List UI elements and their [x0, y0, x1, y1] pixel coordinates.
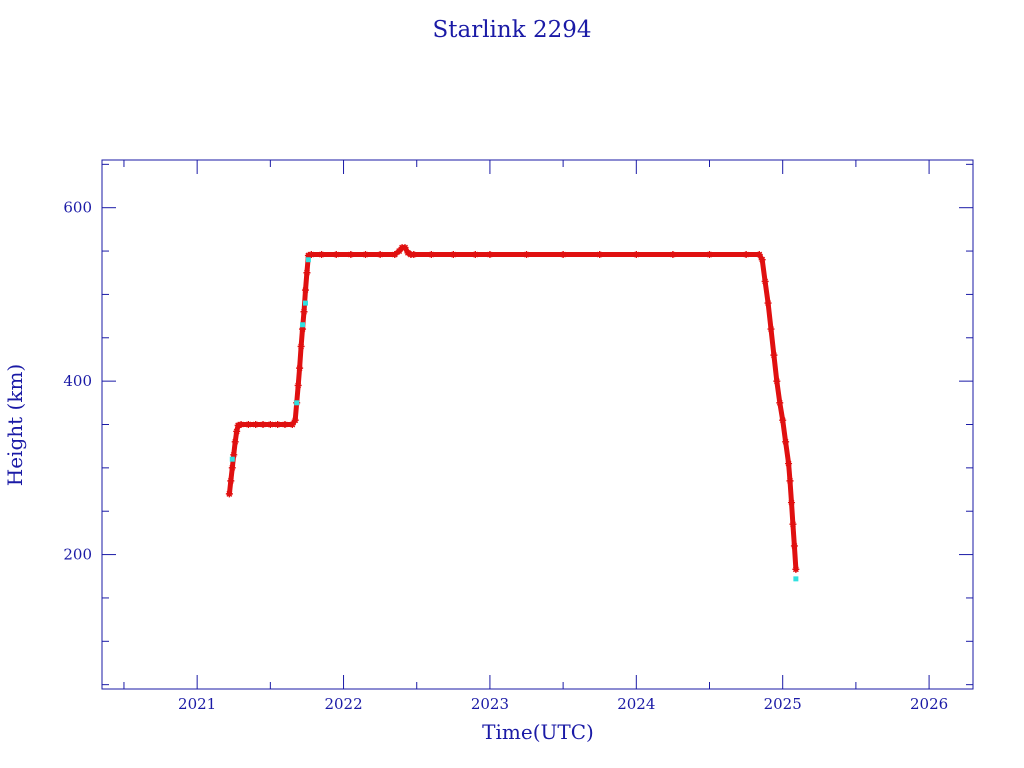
- data-point: [300, 308, 308, 316]
- data-point: [294, 400, 300, 406]
- plot-area: [225, 244, 800, 582]
- data-point: [288, 421, 296, 428]
- data-point: [786, 477, 794, 485]
- data-point: [782, 438, 790, 446]
- data-point: [332, 251, 340, 259]
- data-point: [237, 421, 245, 428]
- data-point: [471, 251, 479, 259]
- data-point: [559, 251, 567, 259]
- data-point: [776, 399, 784, 407]
- chart-title: Starlink 2294: [432, 17, 591, 43]
- data-point: [291, 416, 299, 424]
- y-axis: 200 400 600: [63, 163, 973, 686]
- data-point: [296, 364, 304, 372]
- data-point: [523, 251, 531, 259]
- data-point: [401, 244, 409, 252]
- data-point: [305, 257, 311, 263]
- y-axis-label: Height (km): [3, 364, 27, 486]
- x-tick-label: 2026: [910, 695, 948, 713]
- data-point: [779, 416, 787, 424]
- data-point: [767, 325, 775, 333]
- data-point: [758, 256, 766, 264]
- x-tick-label: 2023: [471, 695, 509, 713]
- data-point: [301, 286, 309, 294]
- data-point: [449, 251, 457, 259]
- data-point: [230, 451, 238, 459]
- data-point: [233, 427, 241, 435]
- x-tick-label: 2021: [178, 695, 216, 713]
- data-point: [790, 542, 798, 550]
- data-point: [395, 247, 403, 255]
- x-axis-label: Time(UTC): [482, 720, 594, 744]
- data-point: [391, 251, 399, 259]
- y-tick-label: 600: [63, 199, 92, 217]
- data-point: [410, 251, 418, 259]
- data-point: [347, 251, 355, 259]
- x-tick-label: 2024: [617, 695, 655, 713]
- data-point: [252, 421, 260, 428]
- data-point: [227, 477, 235, 485]
- data-point: [789, 520, 797, 528]
- data-point: [361, 251, 369, 259]
- data-point: [300, 322, 306, 328]
- data-point: [304, 251, 312, 259]
- data-point: [244, 421, 252, 428]
- data-point: [225, 490, 233, 498]
- y-tick-label: 200: [63, 546, 92, 564]
- data-point: [302, 300, 308, 306]
- data-point: [234, 421, 242, 429]
- data-point: [427, 251, 435, 259]
- data-point: [486, 251, 494, 259]
- plot-frame: [101, 159, 974, 690]
- series-0: [225, 244, 800, 573]
- data-point: [764, 299, 772, 307]
- data-point: [632, 251, 640, 259]
- data-point: [596, 251, 604, 259]
- data-point: [785, 460, 793, 468]
- series-1: [229, 257, 799, 582]
- data-point: [770, 351, 778, 359]
- data-point: [228, 464, 236, 472]
- x-tick-label: 2022: [324, 695, 362, 713]
- data-point: [787, 499, 795, 507]
- data-point: [318, 251, 326, 259]
- data-point: [773, 377, 781, 385]
- data-point: [792, 565, 800, 573]
- data-point: [303, 269, 311, 277]
- data-point: [761, 277, 769, 285]
- data-point: [755, 251, 763, 259]
- data-point: [404, 249, 412, 257]
- data-point: [793, 576, 799, 582]
- data-point: [266, 421, 274, 428]
- data-point: [299, 325, 307, 333]
- data-point: [259, 421, 267, 428]
- x-tick-label: 2025: [764, 695, 802, 713]
- x-axis: 2021 2022 2023 2024 2025 2026: [123, 160, 948, 713]
- data-point: [669, 251, 677, 259]
- y-tick-label: 400: [63, 372, 92, 390]
- data-point: [307, 251, 315, 259]
- data-point: [742, 251, 750, 259]
- data-point: [231, 438, 239, 446]
- data-point: [281, 421, 289, 428]
- data-point: [229, 456, 235, 462]
- data-point: [376, 251, 384, 259]
- series-trail: [226, 245, 799, 572]
- data-point: [274, 421, 282, 428]
- data-point: [294, 381, 302, 389]
- data-point: [297, 342, 305, 350]
- data-point: [706, 251, 714, 259]
